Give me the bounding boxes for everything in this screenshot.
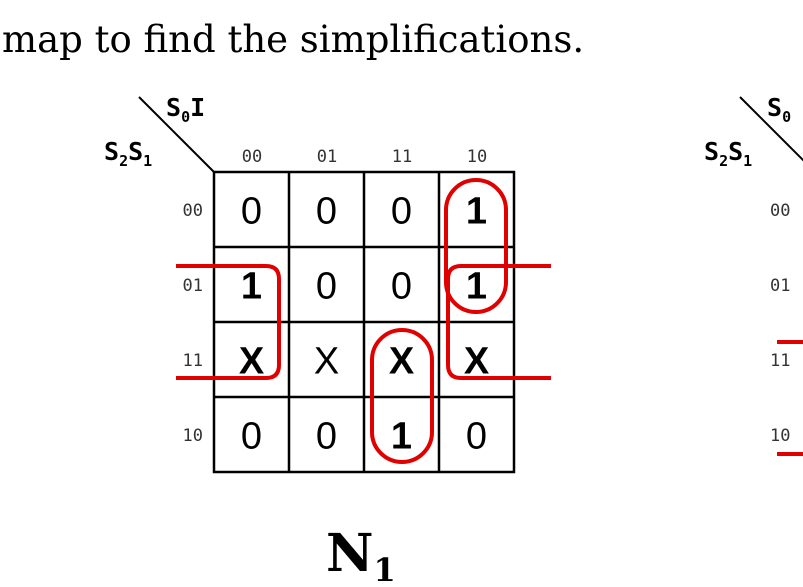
- kmap-cell-value: 0: [316, 416, 337, 458]
- kmap-cell-value: X: [464, 341, 490, 383]
- row-label: 00: [183, 201, 203, 221]
- kmap-left: S0I S2S1 00 01 11 10 00 01 11 10: [104, 93, 551, 587]
- col-variable-label: S0I: [166, 93, 205, 126]
- kmap-cell-value: 0: [466, 416, 487, 458]
- col-label: 00: [242, 147, 262, 167]
- row-label: 00: [770, 201, 790, 221]
- group-col10-top: [444, 178, 508, 314]
- row-label: 01: [183, 276, 203, 296]
- col-variable-label: S0: [767, 93, 791, 126]
- group-col11-bottom: [370, 328, 434, 464]
- kmap-cell-value: 0: [241, 416, 262, 458]
- row-labels: 00 01 11 10: [183, 201, 203, 446]
- kmap-title: N1: [326, 523, 396, 587]
- kmap-cell-value: X: [389, 341, 415, 383]
- kmap-cell-value: 1: [391, 416, 412, 458]
- kmap-cell-value: 1: [466, 191, 487, 233]
- row-label: 11: [770, 351, 790, 371]
- kmap-cell-value: X: [314, 341, 339, 383]
- kmap-cell-value: 0: [316, 266, 337, 308]
- col-label: 01: [317, 147, 337, 167]
- kmap-groupings: [176, 178, 551, 464]
- column-labels: 00 01 11 10: [242, 147, 487, 167]
- kmap-cell-value: 1: [466, 266, 487, 308]
- kmap-right-partial: S0 S2S1 00 01 11 10: [704, 93, 803, 456]
- kmap-groupings: [777, 340, 803, 456]
- row-label: 11: [183, 351, 203, 371]
- kmap-cell-value: 0: [391, 266, 412, 308]
- group-wrap-left: [176, 264, 281, 380]
- kmap-cell-value: 1: [241, 266, 262, 308]
- col-label: 11: [392, 147, 412, 167]
- group-wrap-right: [446, 264, 551, 380]
- kmap-cells: 0 0 0 1 1 0 0 1 X X X X 0 0 1 0: [239, 191, 490, 458]
- row-variable-label: S2S1: [104, 137, 152, 170]
- row-label: 01: [770, 276, 790, 296]
- kmap-cell-value: 0: [316, 191, 337, 233]
- kmap-diagonal-line: [138, 96, 215, 173]
- row-label: 10: [183, 426, 203, 446]
- row-labels: 00 01 11 10: [770, 201, 790, 446]
- kmap-grid: [212, 170, 516, 474]
- row-variable-label: S2S1: [704, 137, 752, 170]
- kmap-cell-value: 0: [391, 191, 412, 233]
- row-label: 10: [770, 426, 790, 446]
- kmap-cell-value: 0: [241, 191, 262, 233]
- intro-text: map to find the simplifications.: [2, 18, 584, 61]
- col-label: 10: [467, 147, 487, 167]
- kmap-cell-value: X: [239, 341, 265, 383]
